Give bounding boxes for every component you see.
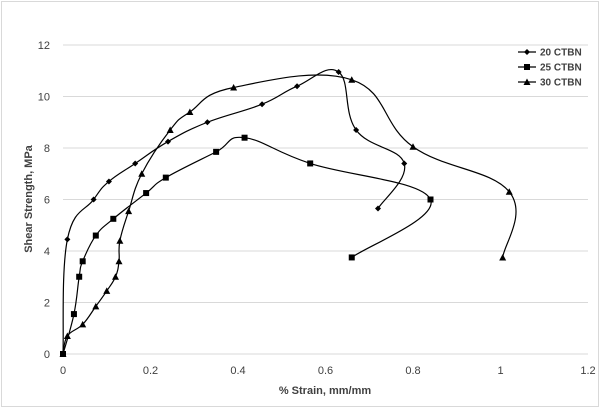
legend-item: 20 CTBN xyxy=(518,48,582,59)
data-point xyxy=(103,287,111,294)
gridlines xyxy=(63,44,588,303)
x-tick-label: 1 xyxy=(497,365,503,377)
data-point xyxy=(186,108,194,115)
data-point xyxy=(499,253,507,261)
y-tick-label: 8 xyxy=(44,143,50,155)
y-axis-title: Shear Strength, MPa xyxy=(23,144,35,252)
tick-labels: 0 2 4 6 8 10 12 0 0.2 0.4 0.6 0.8 1 1.2 xyxy=(38,40,596,377)
data-point xyxy=(138,170,146,177)
legend: 20 CTBN 25 CTBN 30 CTBN xyxy=(518,48,582,89)
data-point xyxy=(427,196,434,203)
series-line xyxy=(62,69,406,355)
data-point xyxy=(353,126,360,133)
data-point xyxy=(241,134,248,141)
data-point xyxy=(125,207,133,215)
data-point xyxy=(92,232,99,239)
data-point xyxy=(92,302,100,310)
data-point xyxy=(166,126,174,133)
data-point xyxy=(110,215,117,222)
data-point xyxy=(79,320,87,328)
data-point xyxy=(59,350,67,357)
data-point xyxy=(105,178,112,185)
data-point xyxy=(79,258,86,265)
data-point xyxy=(112,273,119,280)
data-point xyxy=(375,205,381,212)
legend-label: 25 CTBN xyxy=(540,63,582,74)
data-point xyxy=(115,257,123,265)
series-line xyxy=(62,136,432,355)
y-tick-label: 12 xyxy=(38,40,50,52)
x-tick-label: 0.8 xyxy=(405,365,420,377)
x-tick-label: 0.4 xyxy=(230,365,245,377)
data-point xyxy=(348,76,356,83)
data-point xyxy=(409,143,417,150)
data-point xyxy=(63,332,71,339)
data-point xyxy=(259,101,266,108)
legend-label: 30 CTBN xyxy=(540,78,582,89)
y-tick-label: 0 xyxy=(44,349,50,361)
plot-series xyxy=(59,69,517,357)
data-point xyxy=(143,190,150,197)
data-point xyxy=(524,64,530,70)
data-point xyxy=(76,273,83,280)
data-point xyxy=(204,119,211,126)
legend-label: 20 CTBN xyxy=(540,48,582,59)
legend-item: 25 CTBN xyxy=(518,63,582,74)
data-point xyxy=(213,148,220,155)
x-tick-label: 1.2 xyxy=(580,365,595,377)
x-tick-label: 0.6 xyxy=(318,365,333,377)
data-point xyxy=(401,160,408,167)
data-point xyxy=(505,188,513,195)
series-line xyxy=(62,74,517,355)
data-point xyxy=(162,174,169,181)
series-30-ctbn xyxy=(59,74,517,357)
x-axis-title: % Strain, mm/mm xyxy=(279,385,372,397)
legend-item: 30 CTBN xyxy=(518,78,582,89)
y-tick-label: 2 xyxy=(44,298,50,310)
data-point xyxy=(307,160,314,167)
y-tick-label: 6 xyxy=(44,195,50,207)
series-20-ctbn xyxy=(60,69,408,357)
data-point xyxy=(132,160,139,167)
data-point xyxy=(523,78,531,85)
data-point xyxy=(348,254,355,261)
data-point xyxy=(90,196,97,203)
y-tick-label: 4 xyxy=(44,246,50,258)
data-point xyxy=(70,311,77,318)
series-25-ctbn xyxy=(60,134,434,357)
data-point xyxy=(524,49,530,55)
data-point xyxy=(165,138,171,145)
y-tick-label: 10 xyxy=(38,92,50,104)
x-tick-label: 0 xyxy=(60,365,66,377)
data-point xyxy=(64,236,71,243)
data-point xyxy=(335,69,342,76)
x-tick-label: 0.2 xyxy=(143,365,158,377)
data-point xyxy=(116,237,124,244)
data-point xyxy=(230,83,238,91)
data-point xyxy=(294,83,301,90)
